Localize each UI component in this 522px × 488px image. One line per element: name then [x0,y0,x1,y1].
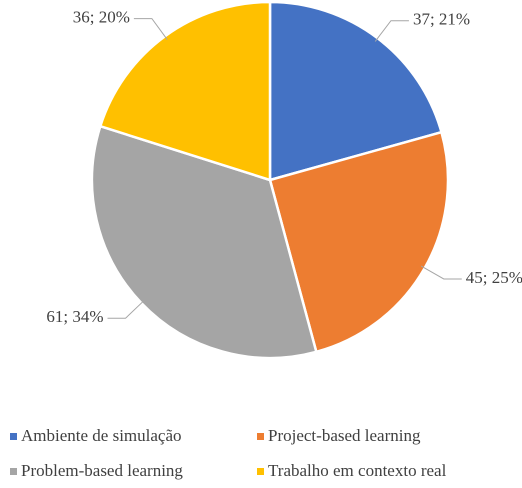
legend-swatch [257,468,264,475]
legend-label: Ambiente de simulação [21,426,182,445]
data-label: 37; 21% [413,10,470,29]
legend-swatch [10,433,17,440]
legend-label: Trabalho em contexto real [268,461,447,480]
data-label: 61; 34% [46,307,103,326]
legend-label: Problem-based learning [21,461,183,480]
legend-label: Project-based learning [268,426,421,445]
data-label: 45; 25% [466,268,522,287]
legend-swatch [10,468,17,475]
leader-line [133,18,168,40]
leader-line [420,265,462,280]
leader-line [107,299,145,319]
leader-line [374,20,409,42]
data-label: 36; 20% [73,8,130,27]
legend-swatch [257,433,264,440]
